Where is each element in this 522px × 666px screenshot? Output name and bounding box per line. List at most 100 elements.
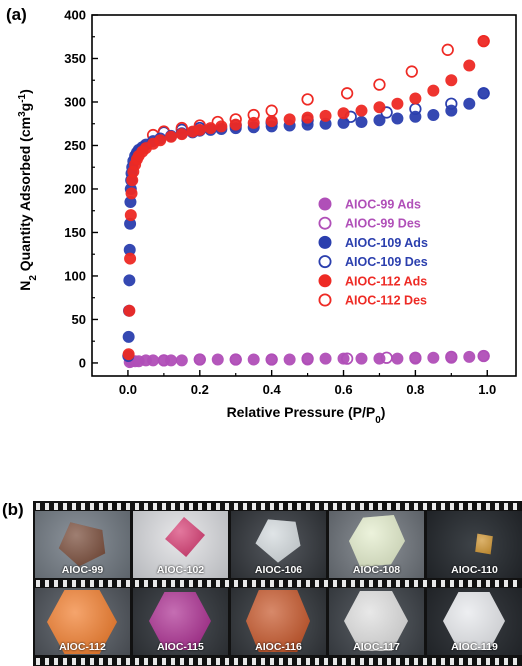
data-point <box>204 122 217 135</box>
data-point <box>193 353 206 366</box>
legend-label: AIOC-109 Ads <box>345 236 428 250</box>
data-point <box>391 97 404 110</box>
y-tick-label: 200 <box>64 181 86 196</box>
data-point <box>122 330 135 343</box>
data-point <box>340 352 354 365</box>
data-point <box>319 352 332 365</box>
legend-label: AIOC-99 Des <box>345 217 421 231</box>
data-point <box>124 252 137 265</box>
crystal-image <box>443 592 505 650</box>
data-point <box>215 120 228 133</box>
crystal-caption: AIOC-116 <box>255 641 302 653</box>
data-point <box>391 112 404 125</box>
data-point <box>405 65 418 78</box>
data-point <box>463 350 476 363</box>
data-point <box>373 101 386 114</box>
data-point <box>337 352 350 365</box>
y-tick-label: 250 <box>64 138 86 153</box>
x-tick-label: 0.0 <box>119 382 137 397</box>
data-point <box>154 134 167 147</box>
x-tick-label: 0.8 <box>406 382 424 397</box>
data-point <box>409 110 422 123</box>
data-point <box>391 352 404 365</box>
series-aioc-112-ads <box>122 35 490 361</box>
series-aioc-109-ads <box>122 87 490 362</box>
panel-b-label: (b) <box>2 500 24 519</box>
plot-border <box>91 14 517 377</box>
legend-marker <box>318 274 332 288</box>
legend: AIOC-99 Ads AIOC-99 Des AIOC-109 Ads AIOC-1… <box>318 197 428 308</box>
data-point <box>283 353 296 366</box>
data-point <box>147 354 160 367</box>
legend-label: AIOC-112 Ads <box>345 274 427 288</box>
y-axis-title-superscript: 3 <box>17 111 28 117</box>
y-axis-title-b: Quantity Adsorbed (cm <box>17 117 33 275</box>
crystal-caption: AIOC-108 <box>352 564 401 576</box>
data-point <box>125 187 138 200</box>
data-point <box>409 92 422 105</box>
film-sprockets-bottom <box>33 658 522 665</box>
photo-background <box>427 511 522 578</box>
data-point <box>477 87 490 100</box>
data-marks <box>122 34 490 369</box>
data-point <box>301 111 314 124</box>
data-point <box>211 353 224 366</box>
crystal-image <box>475 533 493 555</box>
crystal-caption: AIOC-115 <box>157 641 204 653</box>
crystal-photo-frame: AIOC-102 <box>133 511 228 578</box>
crystal-photo-frame: AIOC-108 <box>329 511 424 578</box>
legend-marker <box>318 255 332 269</box>
x-tick-label: 0.4 <box>263 382 282 397</box>
data-point <box>355 352 368 365</box>
data-point <box>283 113 296 126</box>
data-point <box>122 348 135 361</box>
crystal-photo-frame: AIOC-117 <box>329 588 424 655</box>
data-point <box>165 130 178 143</box>
data-point <box>157 354 171 367</box>
y-tick-label: 300 <box>64 94 86 109</box>
data-point <box>175 354 188 367</box>
legend-label: AIOC-109 Des <box>345 255 428 269</box>
data-point <box>124 209 137 222</box>
data-point <box>193 123 206 136</box>
legend-label: AIOC-112 Des <box>345 294 427 308</box>
data-point <box>301 352 314 365</box>
crystal-photo-frame: AIOC-119 <box>427 588 522 655</box>
y-tick-label: 50 <box>72 312 86 327</box>
y-axis-title-c: g <box>17 103 33 112</box>
data-point <box>337 107 350 120</box>
crystal-caption: AIOC-110 <box>451 564 498 576</box>
crystal-photo-frame: AIOC-112 <box>35 588 130 655</box>
x-axis-title-main: Relative Pressure (P/P <box>227 404 376 420</box>
crystal-photo-frame: AIOC-110 <box>427 511 522 578</box>
data-point <box>380 351 393 364</box>
x-axis-title: Relative Pressure (P/P0) <box>227 404 386 426</box>
x-tick-label: 0.2 <box>191 382 209 397</box>
legend-marker <box>318 235 332 249</box>
panel-a-label: (a) <box>6 5 27 24</box>
crystal-caption: AIOC-112 <box>59 641 106 653</box>
crystal-image <box>149 592 211 650</box>
data-point <box>373 114 386 127</box>
crystal-photo-frame: AIOC-116 <box>231 588 326 655</box>
y-tick-label: 0 <box>79 355 86 370</box>
legend-marker <box>318 293 332 307</box>
plot-frame <box>91 14 517 377</box>
data-point <box>409 351 422 364</box>
crystal-image <box>47 590 117 654</box>
crystal-photo-frame: AIOC-115 <box>133 588 228 655</box>
y-tick-label: 150 <box>64 225 86 240</box>
y-axis-title-a: N <box>17 281 33 291</box>
data-point <box>427 351 440 364</box>
data-point <box>229 353 242 366</box>
x-axis-title-end: ) <box>381 404 386 420</box>
crystal-caption: AIOC-119 <box>451 641 498 653</box>
axis-ticks: 0.0 0.2 0.4 0.6 0.8 1.0 0 50 100 150 200 250 300 350 4… <box>64 8 496 398</box>
data-point <box>427 109 440 122</box>
data-point <box>463 59 476 72</box>
data-point <box>340 87 354 100</box>
data-point <box>247 116 260 129</box>
data-point <box>427 84 440 97</box>
crystal-photo-frame: AIOC-99 <box>35 511 130 578</box>
crystal-caption: AIOC-102 <box>156 564 205 576</box>
